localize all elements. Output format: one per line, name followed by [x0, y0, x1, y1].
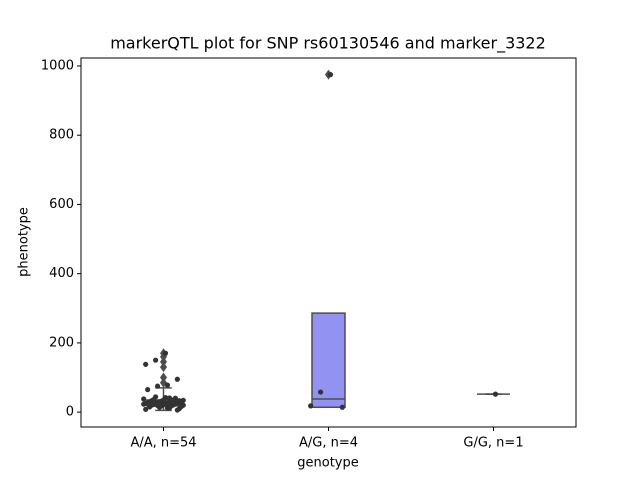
strip-point: [178, 399, 184, 405]
strip-point: [317, 389, 324, 395]
outlier: [160, 356, 167, 367]
y-tick-label: 0: [66, 405, 74, 420]
strip-point: [174, 407, 180, 413]
strip-point: [154, 383, 161, 389]
strip-point: [162, 394, 169, 401]
strip-point: [164, 405, 171, 411]
y-tick-label: 800: [49, 128, 74, 143]
x-tick-label: A/A, n=54: [130, 436, 196, 451]
strip-point: [145, 387, 151, 393]
strip-point: [172, 395, 178, 401]
x-tick-label: G/G, n=1: [463, 436, 523, 451]
plot-frame: [80, 57, 577, 428]
y-tick-label: 1000: [41, 58, 74, 73]
outlier: [160, 362, 167, 373]
y-tick-label: 400: [49, 266, 74, 281]
strip-point: [166, 395, 173, 401]
strip-point: [152, 357, 159, 363]
box: [311, 312, 346, 409]
outlier: [160, 372, 167, 383]
strip-point: [327, 72, 334, 78]
strip-point: [162, 350, 169, 356]
chart-title: markerQTL plot for SNP rs60130546 and ma…: [110, 34, 546, 54]
y-axis-label: phenotype: [17, 207, 32, 277]
strip-point: [152, 394, 159, 400]
strip-point: [143, 361, 149, 367]
strip-point: [156, 404, 163, 410]
x-axis-label: genotype: [297, 456, 358, 471]
strip-point: [164, 382, 171, 388]
strip-point: [141, 396, 147, 402]
strip-point: [143, 406, 149, 412]
strip-point: [492, 391, 499, 397]
strip-point: [308, 403, 314, 409]
x-tick-label: A/G, n=4: [299, 436, 358, 451]
strip-point: [174, 376, 180, 382]
strip-point: [339, 404, 345, 410]
y-tick-label: 600: [49, 197, 74, 212]
y-tick-label: 200: [49, 335, 74, 350]
strip-point: [147, 401, 153, 407]
